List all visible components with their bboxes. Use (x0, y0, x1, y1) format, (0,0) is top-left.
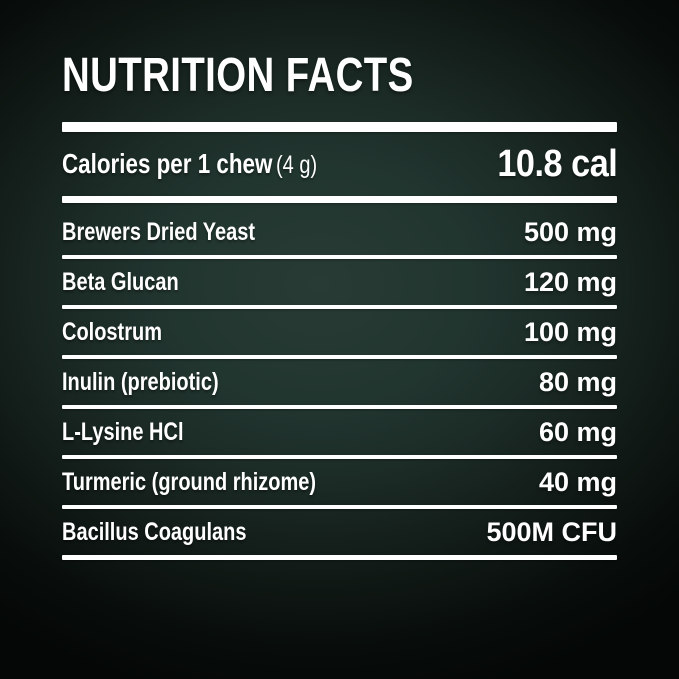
row-separator (62, 455, 617, 459)
ingredient-value: 120 mg (523, 266, 617, 297)
table-row: L-Lysine HCl 60 mg (62, 409, 617, 455)
ingredient-value: 80 mg (538, 366, 617, 397)
table-row: Colostrum 100 mg (62, 309, 617, 355)
title-rule (62, 122, 617, 132)
ingredient-name: Turmeric (ground rhizome) (62, 467, 317, 496)
label-content: NUTRITION FACTS Calories per 1 chew (4 g… (62, 0, 617, 560)
ingredient-value: 40 mg (538, 466, 617, 497)
row-separator (62, 305, 617, 309)
table-row: Beta Glucan 120 mg (62, 259, 617, 305)
calories-label: Calories per 1 chew (62, 148, 273, 179)
calories-label-group: Calories per 1 chew (4 g) (62, 148, 317, 180)
row-separator (62, 505, 617, 509)
ingredient-value: 60 mg (538, 416, 617, 447)
table-row: Turmeric (ground rhizome) 40 mg (62, 459, 617, 505)
bottom-rule (62, 555, 617, 560)
ingredient-value: 100 mg (523, 316, 617, 347)
ingredient-value: 500 mg (523, 216, 617, 247)
row-separator (62, 355, 617, 359)
calories-rule (62, 196, 617, 203)
ingredient-name: Inulin (prebiotic) (62, 367, 219, 396)
page-title: NUTRITION FACTS (62, 52, 617, 100)
row-separator (62, 405, 617, 409)
serving-size: (4 g) (275, 151, 318, 179)
calories-row: Calories per 1 chew (4 g) 10.8 cal (62, 132, 617, 196)
table-row: Brewers Dried Yeast 500 mg (62, 209, 617, 255)
calories-value: 10.8 cal (496, 142, 617, 185)
ingredient-name: L-Lysine HCl (62, 417, 184, 446)
page-title-text: NUTRITION FACTS (62, 49, 414, 102)
ingredient-name: Colostrum (62, 317, 162, 346)
ingredient-value: 500M CFU (486, 516, 617, 547)
ingredient-table: Brewers Dried Yeast 500 mg Beta Glucan 120 … (62, 203, 617, 560)
table-row: Inulin (prebiotic) 80 mg (62, 359, 617, 405)
ingredient-name: Brewers Dried Yeast (62, 217, 256, 246)
ingredient-name: Bacillus Coagulans (62, 517, 247, 546)
row-separator (62, 255, 617, 259)
table-row: Bacillus Coagulans 500M CFU (62, 509, 617, 555)
ingredient-name: Beta Glucan (62, 267, 179, 296)
